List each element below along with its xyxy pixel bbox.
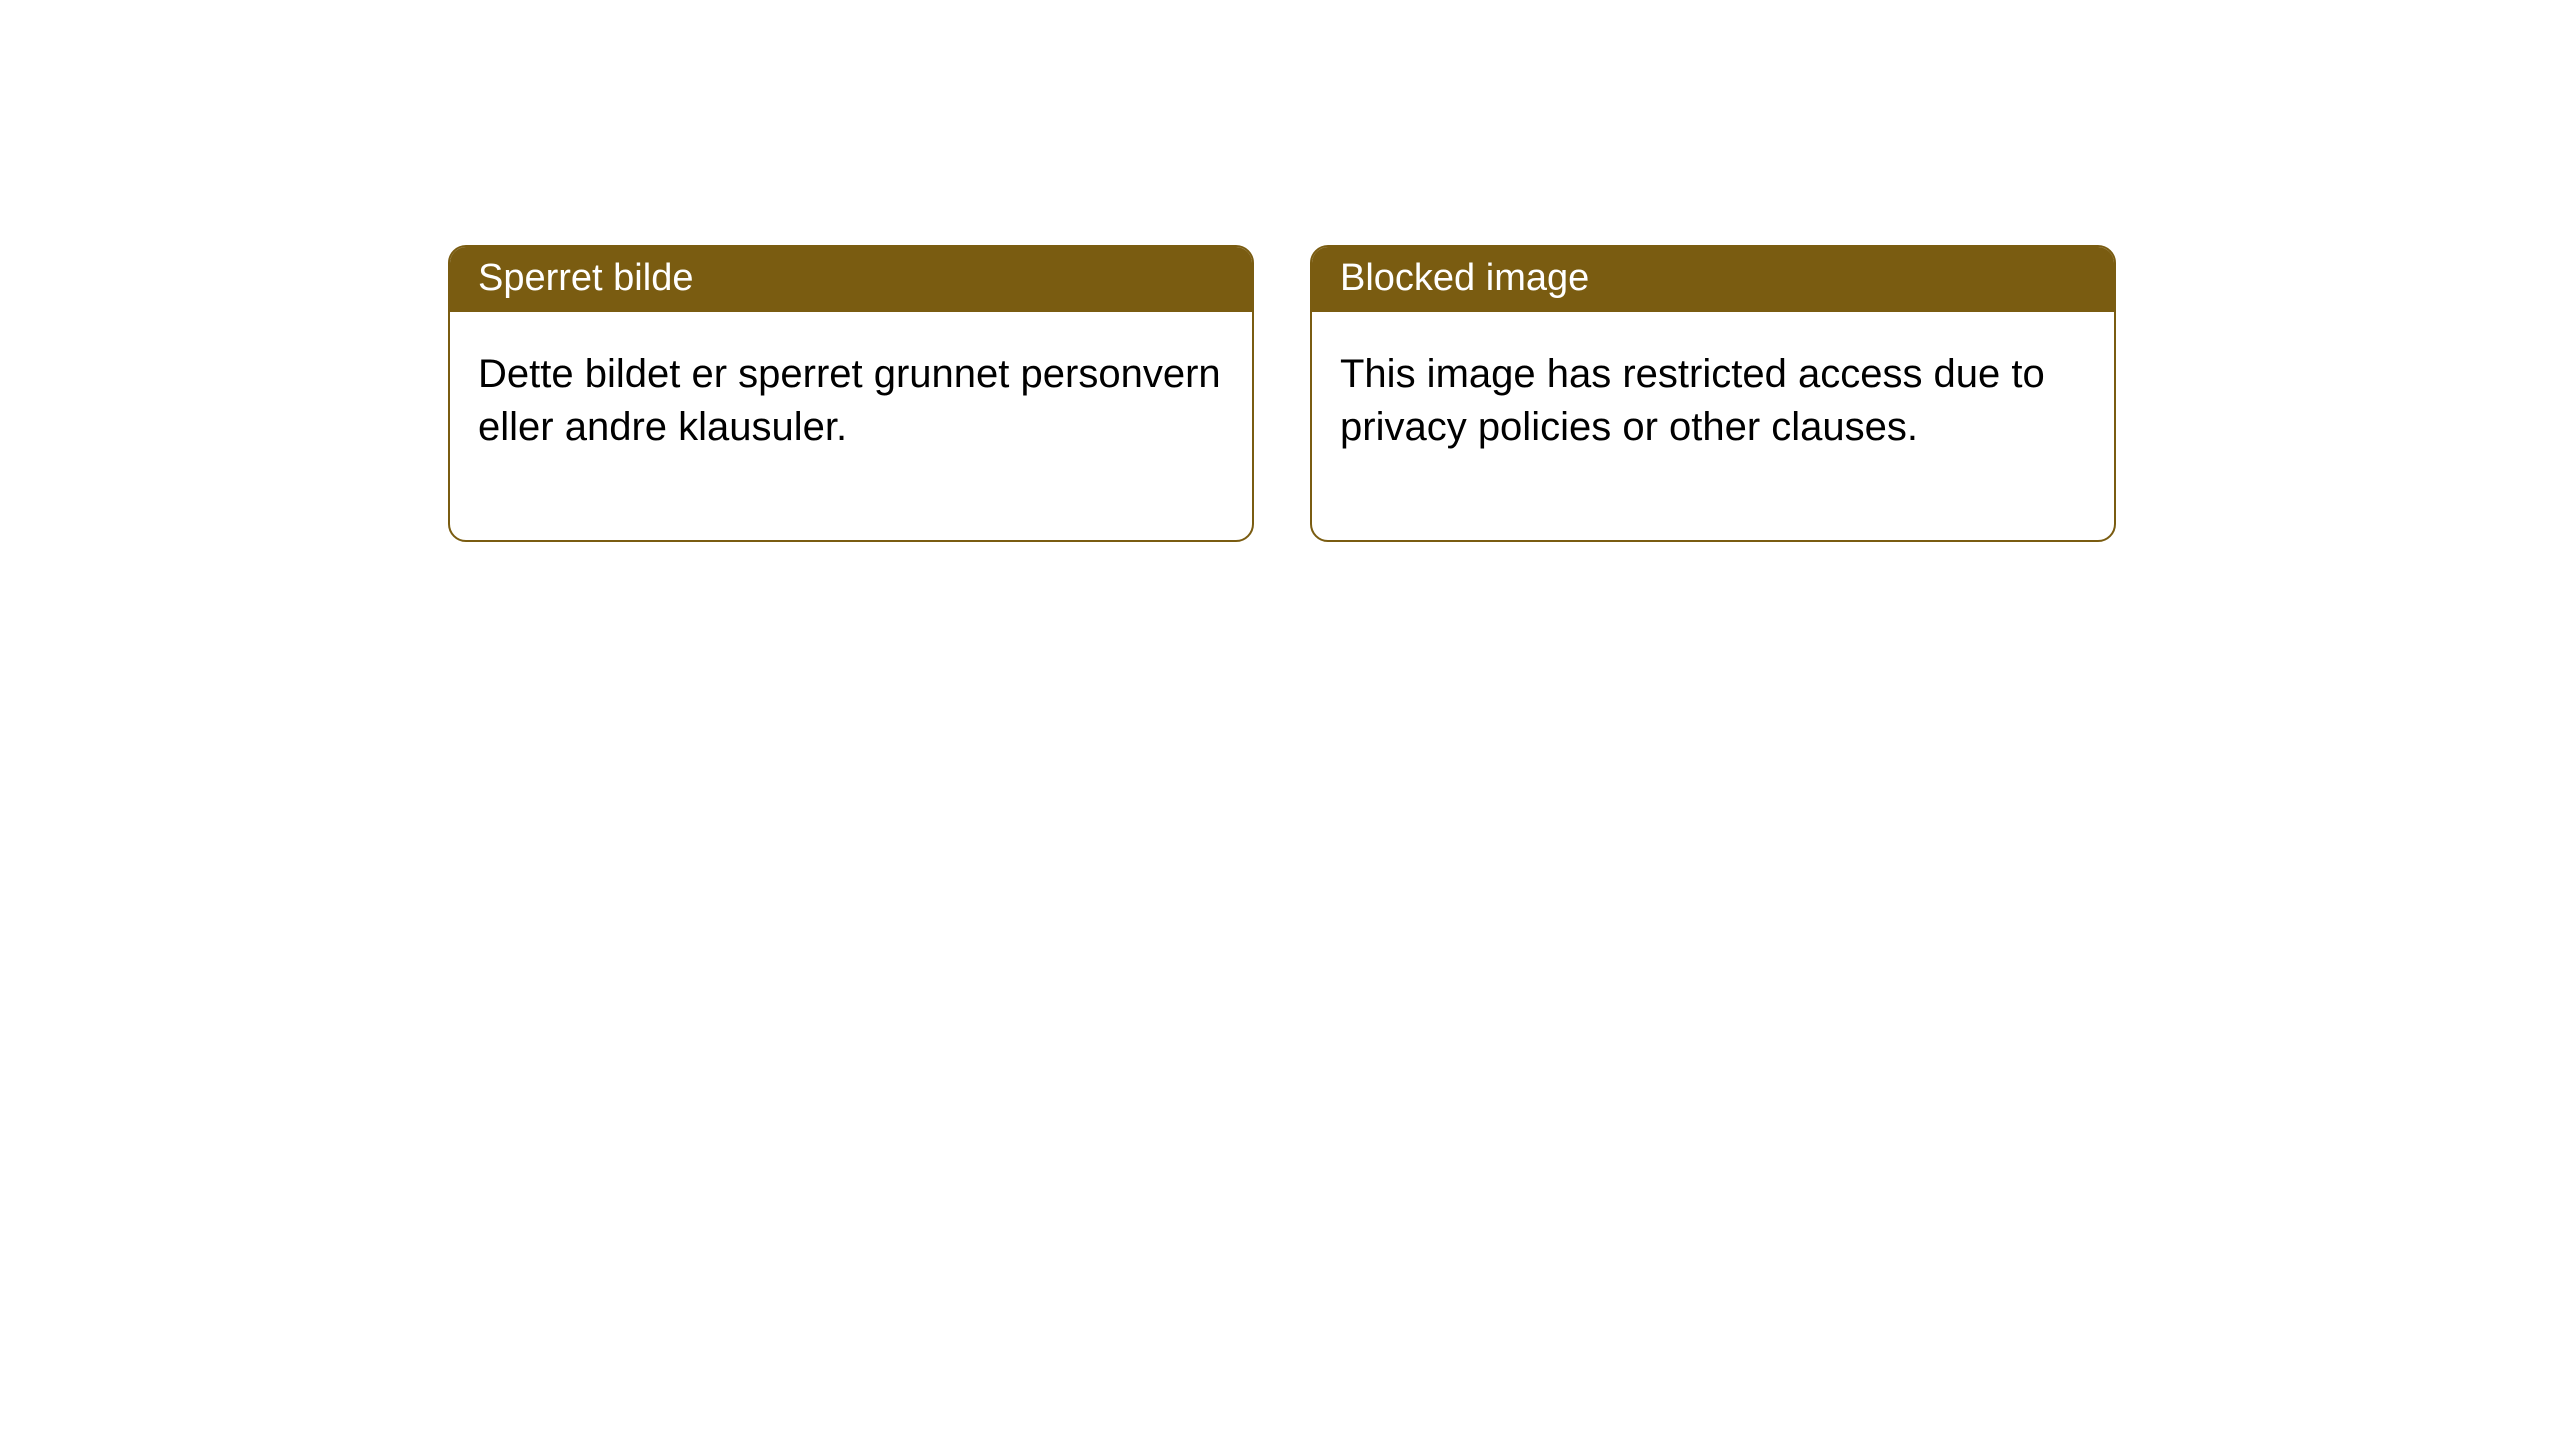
- notice-card-norwegian: Sperret bilde Dette bildet er sperret gr…: [448, 245, 1254, 542]
- notice-body-norwegian: Dette bildet er sperret grunnet personve…: [450, 312, 1252, 540]
- notice-card-english: Blocked image This image has restricted …: [1310, 245, 2116, 542]
- notice-header-norwegian: Sperret bilde: [450, 247, 1252, 312]
- notice-container: Sperret bilde Dette bildet er sperret gr…: [0, 0, 2560, 542]
- notice-header-english: Blocked image: [1312, 247, 2114, 312]
- notice-body-english: This image has restricted access due to …: [1312, 312, 2114, 540]
